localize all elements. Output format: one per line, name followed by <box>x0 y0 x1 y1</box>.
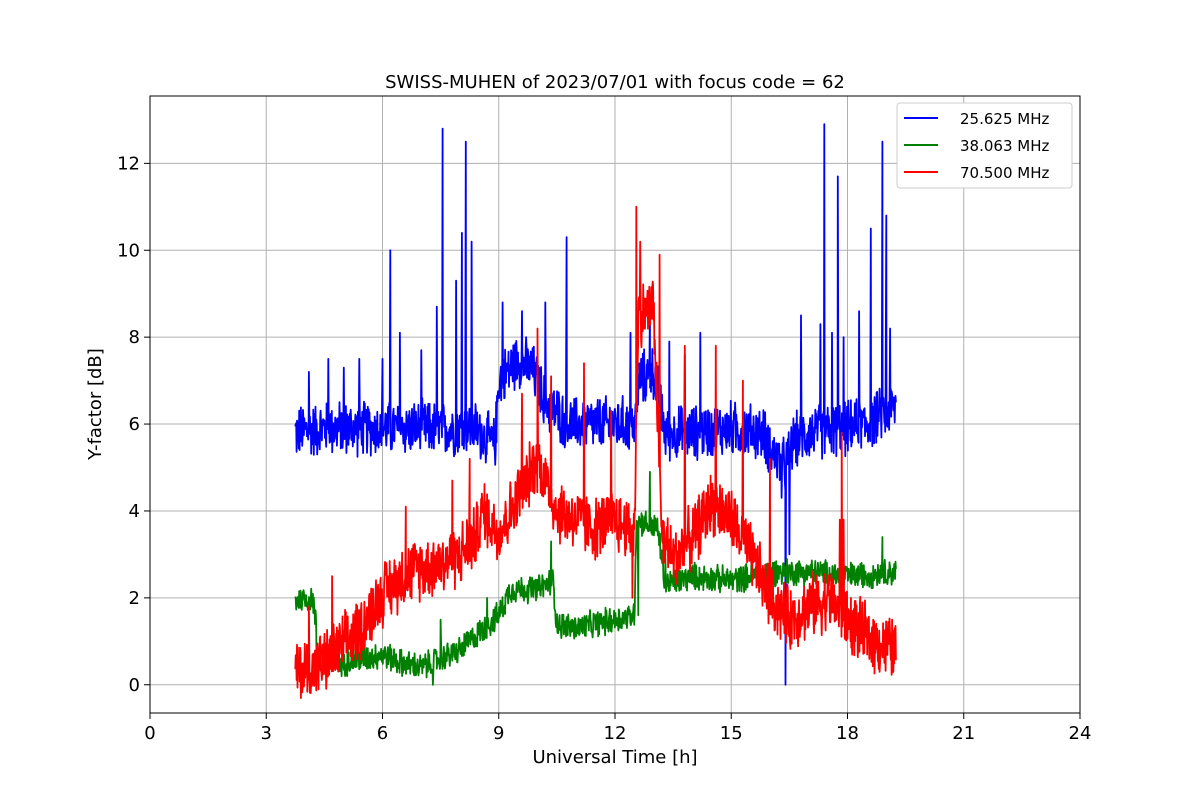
series-lines <box>294 123 897 699</box>
y-tick-label: 12 <box>117 153 140 174</box>
series-25-625-mhz <box>294 123 897 686</box>
y-tick-label: 4 <box>129 501 140 522</box>
legend-label-70-500: 70.500 MHz <box>960 164 1049 182</box>
x-tick-label: 18 <box>836 723 859 744</box>
y-tick-label: 8 <box>129 327 140 348</box>
chart-title: SWISS-MUHEN of 2023/07/01 with focus cod… <box>385 72 845 93</box>
x-tick-label: 0 <box>144 723 155 744</box>
series-38-063-mhz <box>294 470 897 686</box>
y-tick-label: 0 <box>129 675 140 696</box>
x-tick-label: 15 <box>720 723 743 744</box>
x-tick-label: 3 <box>261 723 272 744</box>
x-axis-label: Universal Time [h] <box>532 747 697 768</box>
x-tick-label: 6 <box>377 723 388 744</box>
y-axis-label: Y-factor [dB] <box>85 348 106 461</box>
y-axis-ticks: 0 2 4 6 8 10 12 <box>117 153 150 696</box>
legend-label-38-063: 38.063 MHz <box>960 137 1049 155</box>
legend-label-25-625: 25.625 MHz <box>960 110 1049 128</box>
x-tick-label: 12 <box>604 723 627 744</box>
x-tick-label: 9 <box>493 723 504 744</box>
x-tick-label: 24 <box>1069 723 1092 744</box>
x-axis-ticks: 0 3 6 9 12 15 18 21 24 <box>144 713 1091 744</box>
y-tick-label: 2 <box>129 588 140 609</box>
legend: 25.625 MHz 38.063 MHz 70.500 MHz <box>896 102 1073 189</box>
y-tick-label: 6 <box>129 414 140 435</box>
y-tick-label: 10 <box>117 240 140 261</box>
x-tick-label: 21 <box>952 723 975 744</box>
legend-box <box>896 102 1073 189</box>
series-70-500-mhz <box>294 205 897 699</box>
